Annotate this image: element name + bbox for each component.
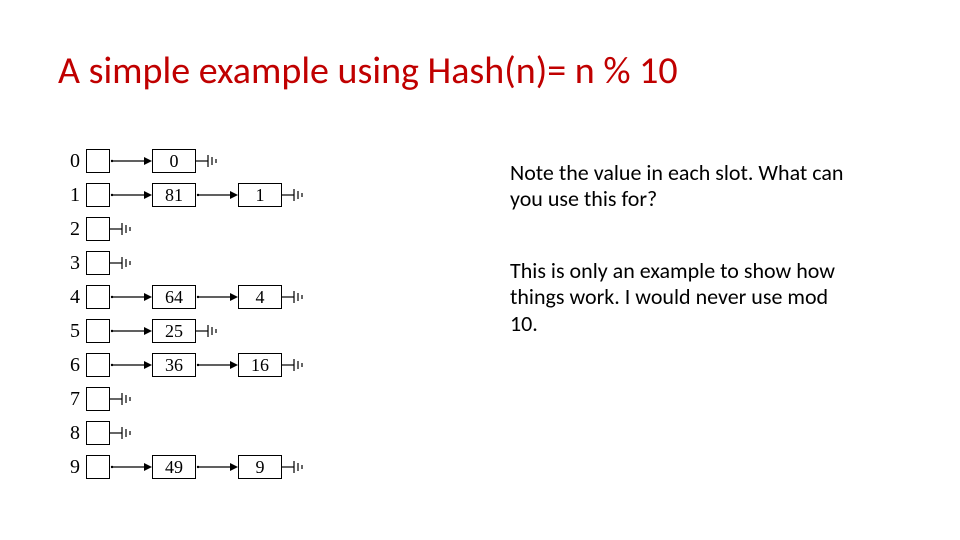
- bucket-cell: [86, 251, 110, 275]
- null-terminator-icon: [110, 421, 138, 445]
- hash-row: 2: [58, 212, 478, 246]
- bucket-index: 5: [58, 320, 80, 343]
- note-paragraph-2: This is only an example to show how thin…: [510, 258, 855, 337]
- bucket-cell: [86, 319, 110, 343]
- bucket-cell: [86, 421, 110, 445]
- chain-node: 1: [238, 183, 282, 207]
- bucket-index: 2: [58, 218, 80, 241]
- bucket-cell: [86, 455, 110, 479]
- bucket-cell: [86, 183, 110, 207]
- bucket-index: 0: [58, 150, 80, 173]
- bucket-index: 7: [58, 388, 80, 411]
- chain-node: 49: [152, 455, 196, 479]
- bucket-index: 4: [58, 286, 80, 309]
- chain-node: 64: [152, 285, 196, 309]
- hash-row: 3: [58, 246, 478, 280]
- bucket-cell: [86, 353, 110, 377]
- chain-node: 0: [152, 149, 196, 173]
- bucket-cell: [86, 149, 110, 173]
- null-terminator-icon: [196, 319, 224, 343]
- pointer-arrow-icon: [196, 455, 238, 479]
- bucket-index: 8: [58, 422, 80, 445]
- hash-row: 4 64 4: [58, 280, 478, 314]
- bucket-index: 6: [58, 354, 80, 377]
- pointer-arrow-icon: [196, 353, 238, 377]
- null-terminator-icon: [110, 217, 138, 241]
- hash-row: 6 36 16: [58, 348, 478, 382]
- hash-row: 1 81 1: [58, 178, 478, 212]
- pointer-arrow-icon: [110, 353, 152, 377]
- pointer-arrow-icon: [110, 455, 152, 479]
- bucket-index: 9: [58, 456, 80, 479]
- bucket-cell: [86, 285, 110, 309]
- null-terminator-icon: [282, 353, 310, 377]
- pointer-arrow-icon: [110, 149, 152, 173]
- pointer-arrow-icon: [196, 183, 238, 207]
- null-terminator-icon: [110, 251, 138, 275]
- note-paragraph-1: Note the value in each slot. What can yo…: [510, 160, 855, 213]
- bucket-cell: [86, 387, 110, 411]
- null-terminator-icon: [282, 285, 310, 309]
- hash-row: 8: [58, 416, 478, 450]
- null-terminator-icon: [110, 387, 138, 411]
- null-terminator-icon: [196, 149, 224, 173]
- null-terminator-icon: [282, 455, 310, 479]
- pointer-arrow-icon: [110, 285, 152, 309]
- pointer-arrow-icon: [110, 183, 152, 207]
- chain-node: 81: [152, 183, 196, 207]
- bucket-index: 1: [58, 184, 80, 207]
- bucket-cell: [86, 217, 110, 241]
- chain-node: 9: [238, 455, 282, 479]
- pointer-arrow-icon: [196, 285, 238, 309]
- null-terminator-icon: [282, 183, 310, 207]
- hash-row: 9 49 9: [58, 450, 478, 484]
- chain-node: 16: [238, 353, 282, 377]
- page-title: A simple example using Hash(n)= n % 10: [58, 48, 678, 94]
- chain-node: 36: [152, 353, 196, 377]
- bucket-index: 3: [58, 252, 80, 275]
- hash-row: 7: [58, 382, 478, 416]
- chain-node: 4: [238, 285, 282, 309]
- pointer-arrow-icon: [110, 319, 152, 343]
- chain-node: 25: [152, 319, 196, 343]
- hash-table-diagram: 0 0 1 81 1 2 3 4 64 4: [58, 144, 478, 484]
- hash-row: 0 0: [58, 144, 478, 178]
- hash-row: 5 25: [58, 314, 478, 348]
